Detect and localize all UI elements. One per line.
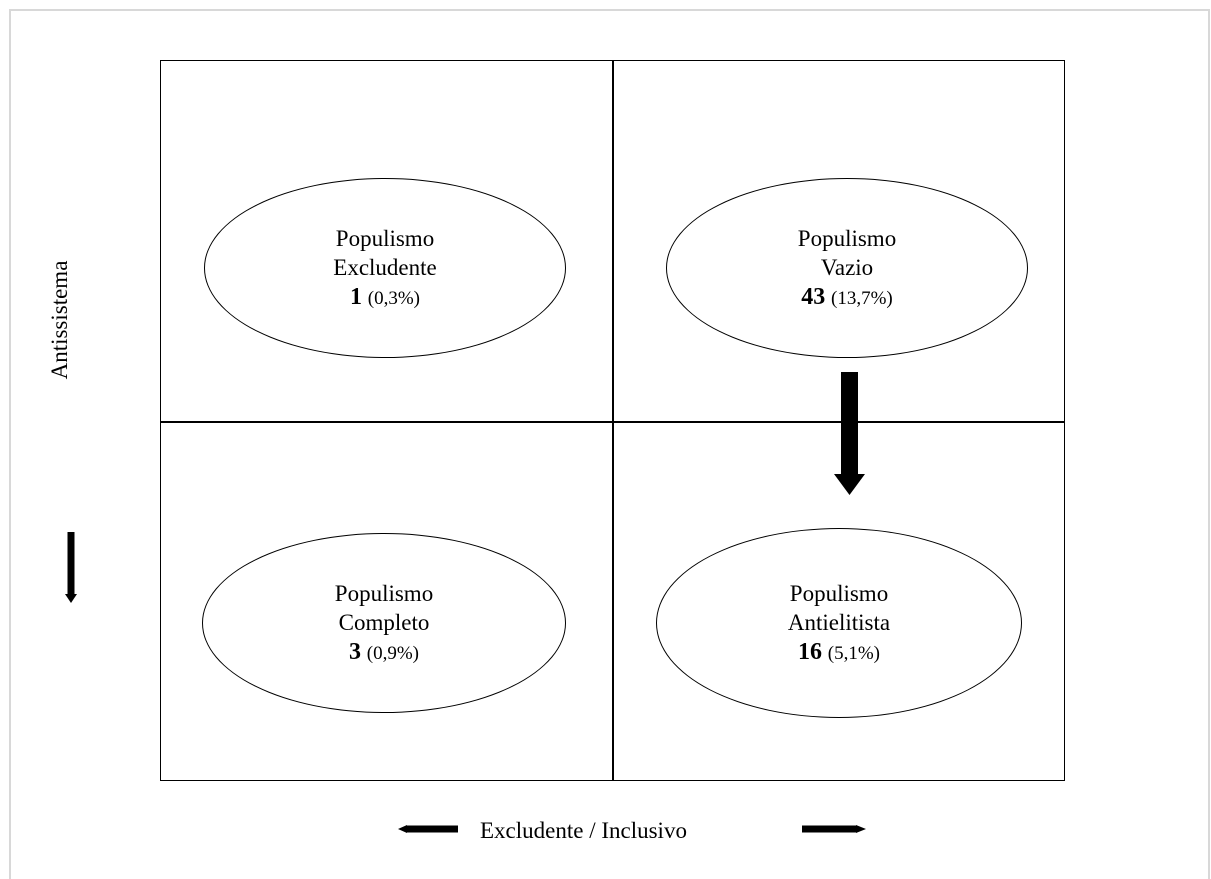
- figure-frame: [9, 9, 1210, 879]
- quadrant-type: Excludente: [333, 254, 437, 280]
- quadrant-populismo-antielitista: Populismo Antielitista 16 (5,1%): [656, 528, 1022, 718]
- quadrant-count: 3: [349, 638, 361, 665]
- quadrant-name: Populismo: [789, 580, 889, 606]
- quadrant-value: 3 (0,9%): [349, 637, 419, 668]
- quadrant-value: 1 (0,3%): [350, 282, 420, 313]
- quadrant-name: Populismo: [797, 225, 897, 251]
- quadrant-value: 43 (13,7%): [801, 282, 892, 313]
- quadrant-populismo-vazio: Populismo Vazio 43 (13,7%): [666, 178, 1028, 358]
- quadrant-percent: (5,1%): [827, 642, 880, 664]
- transition-arrow-down: [834, 372, 865, 495]
- quadrant-populismo-completo: Populismo Completo 3 (0,9%): [202, 533, 566, 713]
- horizontal-axis-right-arrow-icon: [802, 825, 866, 833]
- quadrant-type: Vazio: [820, 254, 874, 280]
- quadrant-value: 16 (5,1%): [798, 637, 880, 668]
- grid-horizontal-divider: [160, 421, 1065, 423]
- quadrant-percent: (0,3%): [367, 287, 420, 309]
- quadrant-count: 16: [798, 638, 822, 665]
- quadrant-populismo-excludente: Populismo Excludente 1 (0,3%): [204, 178, 566, 358]
- quadrant-type: Completo: [338, 609, 430, 635]
- vertical-axis-arrow-icon: [65, 532, 77, 603]
- quadrant-type: Antielitista: [787, 609, 891, 635]
- quadrant-percent: (13,7%): [831, 287, 893, 309]
- quadrant-count: 1: [350, 283, 362, 310]
- vertical-axis-label: Antissistema: [47, 260, 72, 380]
- quadrant-percent: (0,9%): [366, 642, 419, 664]
- quadrant-name: Populismo: [335, 225, 435, 251]
- grid-vertical-divider: [612, 60, 614, 781]
- quadrant-count: 43: [801, 283, 826, 310]
- horizontal-axis-left-arrow-icon: [398, 825, 458, 833]
- quadrant-name: Populismo: [334, 580, 434, 606]
- horizontal-axis-label: Excludente / Inclusivo: [480, 818, 687, 843]
